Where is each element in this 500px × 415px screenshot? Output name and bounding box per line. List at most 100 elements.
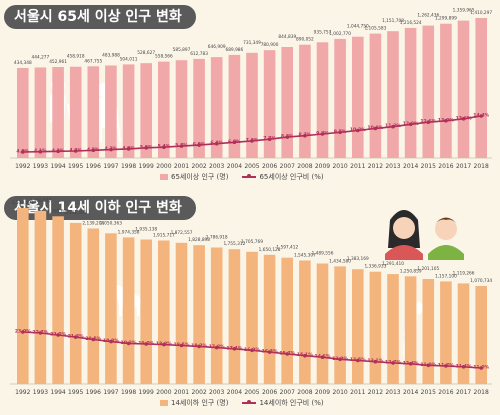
- x-tick-label: 1994: [50, 389, 65, 396]
- x-tick-label: 1993: [33, 389, 48, 396]
- ratio-label: 4.2%: [52, 148, 65, 154]
- bar-2008: [299, 260, 311, 384]
- x-tick-label: 1995: [68, 163, 83, 170]
- bar-value-label: 452,961: [49, 59, 67, 65]
- bar-value-label: 1,828,898: [188, 237, 210, 243]
- bar-1992: [17, 208, 29, 384]
- legend-line-swatch: [242, 400, 257, 404]
- ratio-label: 22.7%: [32, 329, 48, 335]
- x-tick-label: 2005: [244, 163, 259, 170]
- bar-value-label: 1,216,524: [400, 20, 422, 26]
- ratio-label: 19.8%: [103, 338, 119, 344]
- ratio-label: 5.2%: [140, 144, 153, 150]
- bar-value-label: 1,336,933: [364, 264, 386, 270]
- x-tick-label: 1999: [139, 163, 154, 170]
- ratio-point-2000: [162, 145, 166, 149]
- ratio-point-2004: [232, 347, 237, 351]
- ratio-point-2014: [408, 362, 413, 366]
- bar-value-label: 1,915,717: [153, 233, 175, 239]
- ratio-label: 15.1%: [297, 352, 313, 358]
- ratio-point-2006: [267, 350, 272, 354]
- bar-2017: [457, 20, 470, 158]
- bar-value-label: 689,986: [226, 47, 244, 53]
- x-tick-label: 2014: [403, 389, 418, 396]
- bar-1997: [105, 65, 117, 158]
- ratio-point-2013: [391, 361, 395, 365]
- bar-value-label: 1,974,358: [118, 229, 140, 235]
- x-tick-label: 1996: [86, 163, 101, 170]
- ratio-label: 4.7%: [105, 146, 118, 152]
- bar-value-label: 844,839: [278, 34, 296, 40]
- ratio-label: 12.6%: [420, 119, 436, 125]
- ratio-label: 19.0%: [138, 341, 154, 347]
- bar-value-label: 434,348: [14, 60, 32, 66]
- legend-line-label: 65세이상 인구비 (%): [259, 173, 324, 181]
- ratio-point-1998: [126, 147, 131, 151]
- x-tick-label: 1997: [103, 163, 118, 170]
- x-tick-label: 2010: [332, 163, 347, 170]
- bar-2007: [281, 47, 293, 158]
- ratio-point-2010: [338, 357, 342, 362]
- bar-value-label: 1,250,859: [400, 268, 422, 274]
- ratio-label: 9.2%: [316, 131, 329, 137]
- ratio-label: 7.7%: [263, 136, 276, 142]
- bar-value-label: 1,119,266: [453, 270, 475, 276]
- ratio-point-2016: [444, 364, 448, 368]
- ratio-label: 12.0%: [403, 121, 419, 127]
- bar-1998: [122, 237, 135, 384]
- bar-value-label: 1,105,583: [364, 26, 386, 32]
- ratio-label: 16.9%: [244, 347, 260, 353]
- x-tick-label: 2000: [156, 389, 171, 396]
- bar-1994: [52, 216, 64, 384]
- bar-1993: [34, 67, 47, 158]
- chart-title: 서울시 65세 이상 인구 변화: [4, 5, 196, 29]
- bar-value-label: 1,872,557: [171, 230, 193, 236]
- x-tick-label: 1994: [50, 163, 65, 170]
- ratio-label: 6.0%: [193, 142, 206, 148]
- ratio-point-2006: [267, 137, 272, 141]
- x-tick-label: 2006: [262, 163, 277, 170]
- ratio-label: 13.6%: [456, 115, 472, 121]
- bar-value-label: 528,627: [137, 50, 155, 56]
- ratio-label: 4.0%: [16, 149, 29, 155]
- bar-2016: [440, 281, 452, 384]
- ratio-label: 4.9%: [122, 145, 135, 151]
- bar-value-label: 1,201,105: [417, 266, 439, 272]
- bar-1995: [69, 222, 82, 384]
- x-tick-label: 2004: [227, 163, 242, 170]
- bar-value-label: 1,070,734: [470, 278, 492, 284]
- bar-1999: [140, 63, 152, 159]
- ratio-label: 11.7%: [438, 362, 454, 368]
- ratio-label: 6.4%: [210, 140, 223, 146]
- bar-value-label: 1,299,899: [435, 16, 457, 22]
- ratio-point-2002: [197, 344, 201, 349]
- bar-2011: [352, 36, 364, 159]
- ratio-label: 14.6%: [315, 354, 331, 360]
- bar-value-label: 444,277: [32, 55, 50, 61]
- bar-2009: [316, 42, 329, 158]
- bar-value-label: 1,044,750: [347, 24, 369, 30]
- bar-value-label: 731,349: [243, 40, 261, 46]
- ratio-label: 11.9%: [420, 362, 436, 368]
- x-tick-label: 2015: [421, 389, 436, 396]
- x-tick-label: 2006: [262, 389, 277, 396]
- bar-2012: [369, 271, 382, 384]
- ratio-point-2016: [444, 119, 448, 123]
- ratio-point-1992: [21, 330, 25, 334]
- ratio-point-2007: [285, 352, 290, 356]
- ratio-point-2011: [356, 128, 360, 133]
- bar-2003: [210, 57, 223, 158]
- ratio-label: 10.8%: [367, 125, 383, 131]
- bar-value-label: 1,545,307: [294, 253, 316, 259]
- bar-2016: [440, 23, 452, 159]
- ratio-point-1994: [56, 333, 60, 337]
- ratio-label: 12.4%: [403, 360, 419, 366]
- bar-value-label: 2,242,408: [65, 210, 87, 216]
- x-tick-label: 2017: [456, 389, 471, 396]
- ratio-point-1997: [109, 339, 113, 344]
- ratio-label: 5.7%: [175, 143, 188, 149]
- x-tick-label: 2013: [385, 163, 400, 170]
- ratio-point-2012: [373, 126, 378, 131]
- bar-1996: [87, 228, 100, 384]
- bar-value-label: 2,050,363: [100, 220, 122, 226]
